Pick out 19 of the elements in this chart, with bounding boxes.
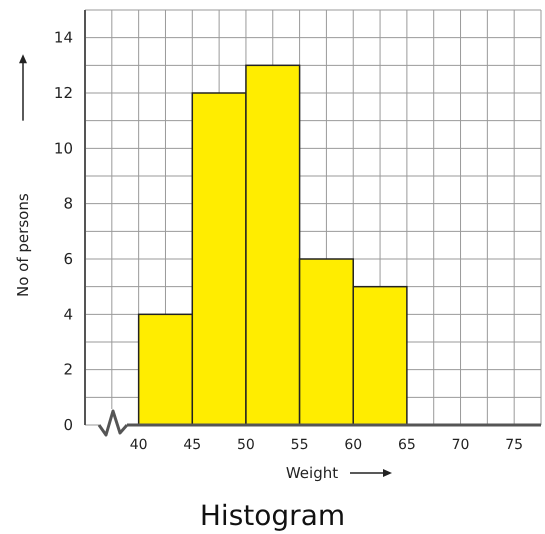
y-tick-label: 0 xyxy=(63,416,73,434)
y-tick-label: 6 xyxy=(63,250,73,268)
x-tick-label: 70 xyxy=(452,437,470,453)
x-tick-label: 65 xyxy=(398,437,416,453)
x-tick-label: 45 xyxy=(183,437,202,453)
y-tick-label: 14 xyxy=(54,28,73,47)
y-axis-title: No of persons xyxy=(14,193,32,297)
y-tick-label: 4 xyxy=(63,305,73,324)
text: Histogram xyxy=(200,499,346,532)
y-tick-label: 12 xyxy=(54,84,73,102)
x-tick-label: 55 xyxy=(290,437,308,453)
y-tick-label: 2 xyxy=(63,360,73,379)
y-tick-label: 8 xyxy=(63,194,73,213)
x-tick-label: 50 xyxy=(237,437,255,453)
x-axis-title: Weight xyxy=(286,464,338,482)
x-tick-label: 40 xyxy=(130,437,148,453)
x-tick-label: 60 xyxy=(344,437,362,453)
x-tick-label: 75 xyxy=(505,437,524,453)
y-tick-label: 10 xyxy=(54,139,73,158)
